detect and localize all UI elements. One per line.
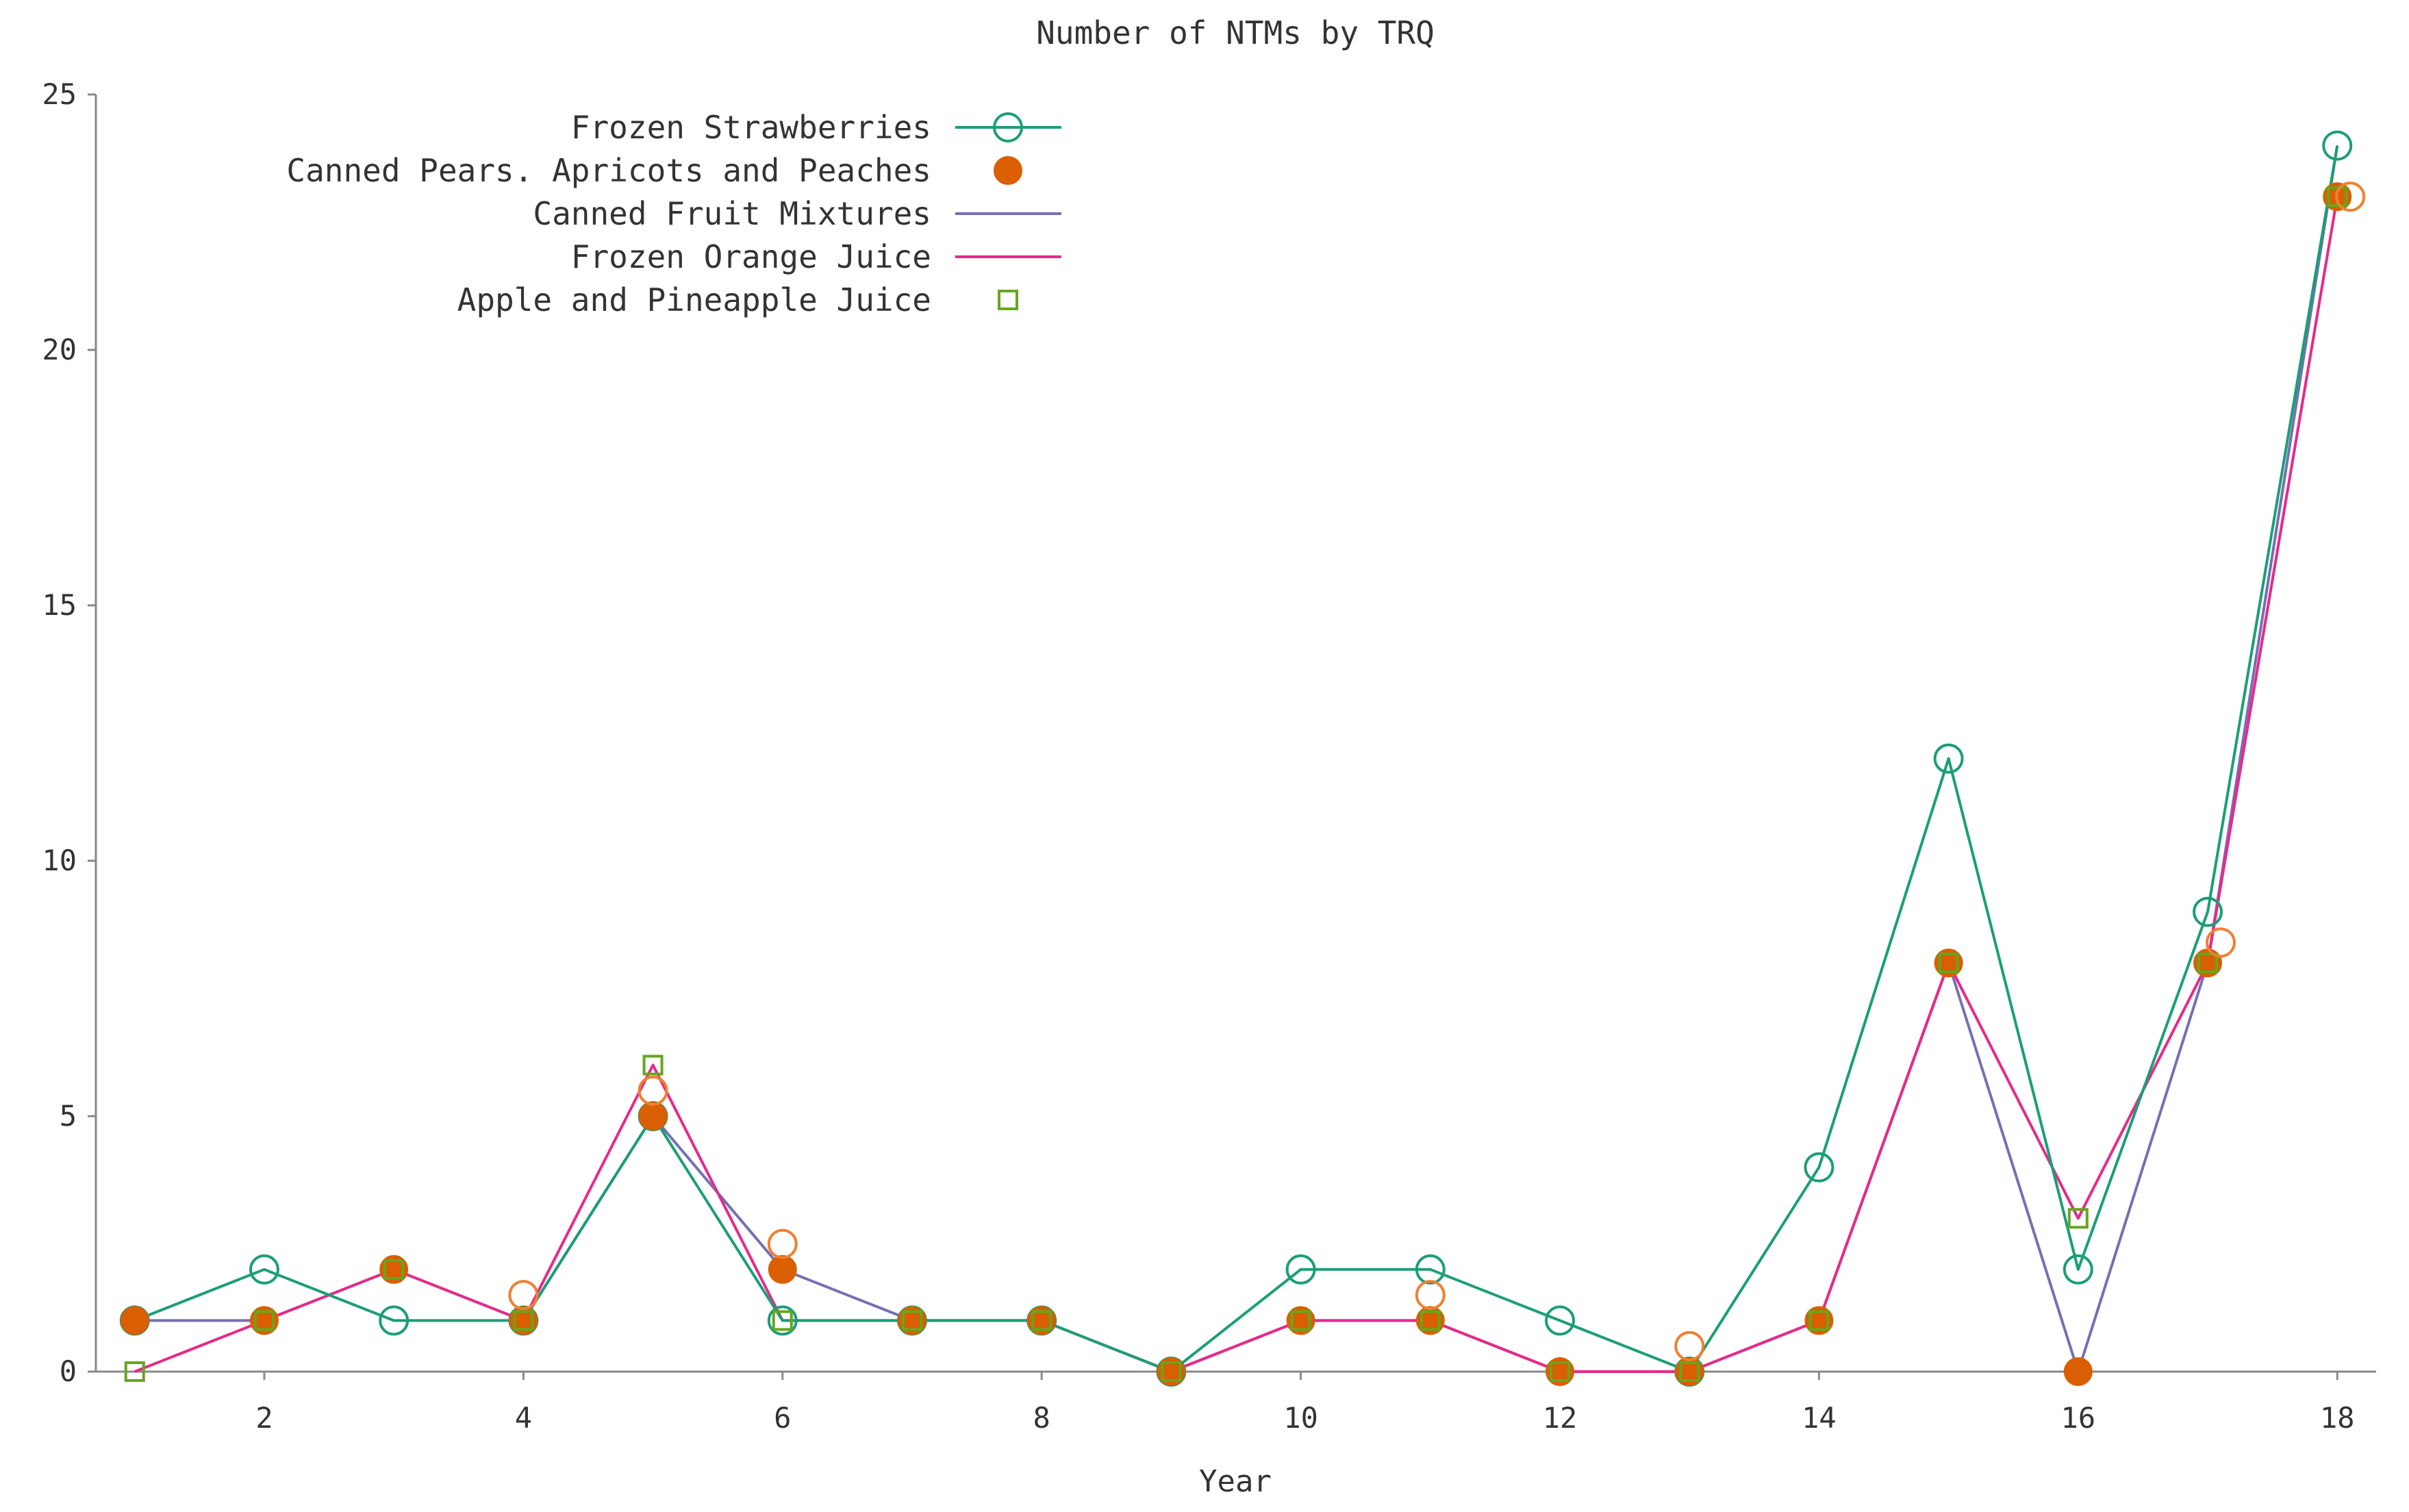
data-point [638, 1075, 668, 1106]
data-point [1804, 1306, 1834, 1335]
data-point [1804, 1152, 1834, 1183]
data-point [1938, 953, 1959, 974]
data-point [1546, 1357, 1575, 1386]
x-tick-label: 14 [1802, 1401, 1837, 1435]
x-tick-label: 8 [1033, 1401, 1050, 1435]
legend-item: Frozen Strawberries [571, 109, 1061, 146]
series-markers-4 [124, 186, 2348, 1382]
data-point [1290, 1310, 1311, 1331]
data-point [768, 1255, 797, 1284]
data-point [1157, 1357, 1186, 1386]
legend-marker [993, 112, 1023, 142]
data-point [901, 1310, 922, 1331]
data-point [253, 1310, 275, 1331]
legend-label: Apple and Pineapple Juice [457, 281, 931, 318]
data-point [1415, 1306, 1445, 1335]
y-tick-label: 15 [42, 588, 77, 622]
legend-item: Canned Fruit Mixtures [533, 195, 1061, 232]
data-point [2193, 896, 2223, 927]
data-point [1286, 1306, 1315, 1335]
x-tick-label: 18 [2320, 1401, 2355, 1435]
y-tick-label: 25 [42, 77, 77, 111]
data-point [1679, 1361, 1700, 1382]
y-tick-label: 0 [60, 1354, 77, 1388]
data-point [120, 1306, 149, 1335]
data-point [249, 1254, 279, 1285]
x-tick-label: 6 [774, 1401, 791, 1435]
data-point [642, 1055, 664, 1076]
data-point [1808, 1310, 1830, 1331]
legend: Frozen Strawberries Canned Pears. Apricot… [286, 109, 1061, 318]
data-point [124, 1361, 145, 1382]
data-point [1027, 1306, 1057, 1335]
x-tick-label: 4 [515, 1401, 532, 1435]
data-point [1285, 1254, 1316, 1285]
x-axis-label: Year [1199, 1464, 1272, 1499]
data-point [772, 1310, 793, 1331]
data-point [2067, 1208, 2089, 1229]
data-point [1415, 1280, 1446, 1311]
x-tick-label: 10 [1283, 1401, 1318, 1435]
data-point [379, 1255, 409, 1284]
data-point [638, 1102, 668, 1131]
y-tick-label: 20 [42, 333, 77, 366]
legend-marker [994, 156, 1022, 185]
data-point [1545, 1305, 1576, 1336]
y-tick-label: 5 [60, 1099, 77, 1133]
legend-label: Canned Pears. Apricots and Peaches [286, 152, 931, 189]
data-point [1934, 948, 1963, 978]
data-point [508, 1280, 539, 1311]
data-point [1420, 1310, 1441, 1331]
data-point [2205, 927, 2236, 958]
chart-title: Number of NTMs by TRQ [1036, 14, 1435, 51]
data-point [249, 1306, 279, 1335]
data-point [767, 1228, 798, 1259]
legend-item: Frozen Orange Juice [571, 238, 1061, 275]
data-point [1415, 1254, 1446, 1285]
data-point [2197, 953, 2219, 974]
data-point [897, 1306, 926, 1335]
data-point [513, 1310, 534, 1331]
legend-item: Apple and Pineapple Juice [457, 281, 1018, 318]
series-layer [119, 130, 2366, 1387]
legend-label: Frozen Strawberries [571, 109, 931, 146]
data-point [2335, 181, 2366, 212]
data-point [1933, 743, 1964, 774]
axes: 0 5 10 15 20 25 2 4 6 8 10 12 14 16 18 [42, 77, 2376, 1435]
x-tick-label: 12 [1543, 1401, 1578, 1435]
data-point [2327, 186, 2348, 207]
x-tick-label: 16 [2061, 1401, 2096, 1435]
data-point [1550, 1361, 1571, 1382]
x-tick-label: 2 [255, 1401, 273, 1435]
data-point [1674, 1331, 1705, 1361]
data-point [2322, 130, 2353, 161]
data-point [1161, 1361, 1182, 1382]
legend-label: Canned Fruit Mixtures [533, 195, 931, 232]
data-point [509, 1306, 538, 1335]
legend-marker [998, 290, 1018, 310]
extra-markers [508, 181, 2366, 1361]
series-line-3 [134, 196, 2339, 1373]
data-point [2063, 1254, 2093, 1285]
y-tick-label: 10 [42, 844, 77, 877]
data-point [383, 1259, 405, 1280]
legend-item: Canned Pears. Apricots and Peaches [286, 152, 1022, 189]
data-point [1031, 1310, 1052, 1331]
series-line-0 [134, 145, 2339, 1373]
data-point [767, 1305, 798, 1336]
data-point [379, 1305, 409, 1336]
data-point [1675, 1357, 1704, 1386]
legend-label: Frozen Orange Juice [571, 238, 931, 275]
data-point [2063, 1357, 2093, 1386]
